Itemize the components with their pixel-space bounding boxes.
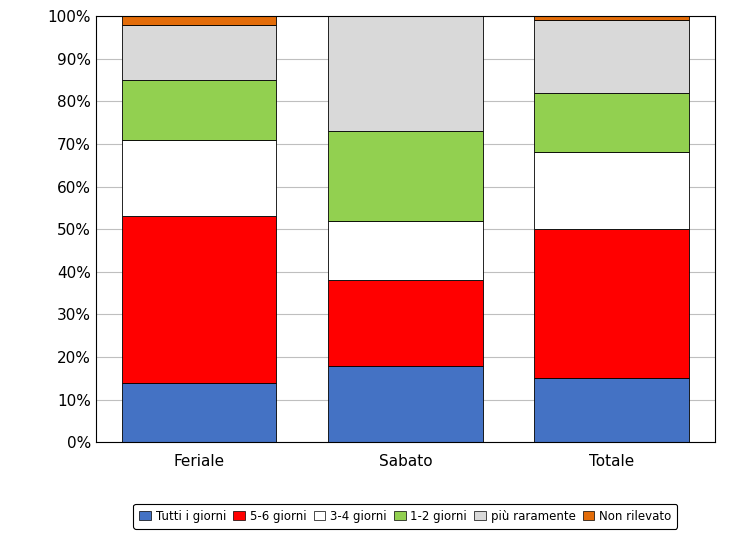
- Bar: [328, 131, 483, 221]
- Bar: [122, 140, 276, 216]
- Bar: [122, 216, 276, 383]
- Bar: [534, 20, 689, 93]
- Bar: [122, 16, 276, 25]
- Bar: [122, 80, 276, 140]
- Legend: Tutti i giorni, 5-6 giorni, 3-4 giorni, 1-2 giorni, più raramente, Non rilevato: Tutti i giorni, 5-6 giorni, 3-4 giorni, …: [133, 504, 677, 529]
- Bar: [328, 16, 483, 131]
- Bar: [534, 93, 689, 152]
- Bar: [328, 366, 483, 442]
- Bar: [534, 16, 689, 20]
- Bar: [534, 229, 689, 378]
- Bar: [122, 25, 276, 80]
- Bar: [122, 383, 276, 442]
- Bar: [328, 221, 483, 280]
- Bar: [534, 152, 689, 229]
- Bar: [534, 378, 689, 442]
- Bar: [328, 280, 483, 366]
